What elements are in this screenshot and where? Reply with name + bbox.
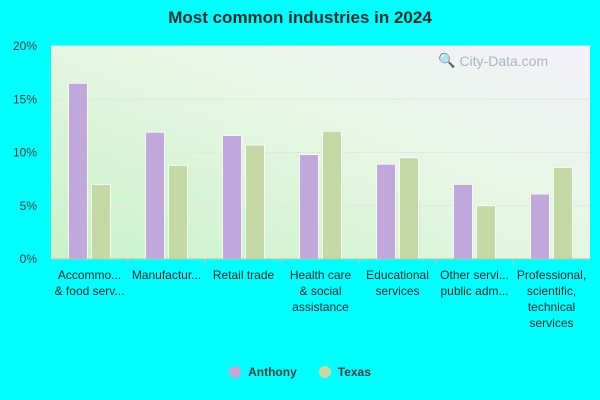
x-tick-label-line: Manufactur...: [132, 268, 201, 282]
x-tick-label: Accommo... & food serv...: [55, 268, 125, 298]
bar-texas: [245, 144, 265, 260]
y-tick-label: 10%: [13, 146, 37, 160]
bar-texas: [91, 184, 111, 260]
x-tick-label-line: Retail trade: [213, 268, 275, 282]
x-tick-label-line: & food serv...: [55, 284, 125, 298]
legend-label-anthony: Anthony: [248, 365, 297, 379]
bar-anthony: [145, 131, 165, 260]
search-icon: 🔍: [438, 52, 456, 68]
x-tick-label-line: services: [529, 316, 573, 330]
x-tick-label: Retail trade: [213, 268, 275, 282]
bar-anthony: [222, 135, 242, 260]
watermark: 🔍 City-Data.com: [438, 52, 548, 69]
x-tick-label: Educational services: [366, 268, 429, 298]
y-tick-label: 15%: [13, 92, 37, 106]
x-tick-label-line: Accommo...: [58, 268, 121, 282]
bar-anthony: [453, 184, 473, 260]
bar-texas: [322, 130, 342, 260]
bar-anthony: [299, 154, 319, 260]
x-tick-label-line: services: [375, 284, 419, 298]
x-tick-label-line: Other servi...: [440, 268, 509, 282]
legend-swatch-anthony: [229, 366, 242, 378]
x-tick-label-line: scientific,: [527, 284, 576, 298]
legend-label-texas: Texas: [337, 365, 371, 379]
x-tick-label-line: Health care: [290, 268, 352, 282]
legend-item-anthony: Anthony: [229, 365, 297, 379]
legend-swatch-texas: [318, 366, 331, 378]
x-tick-label: Other servi... public adm...: [440, 268, 509, 298]
bar-anthony: [376, 163, 396, 260]
x-tick-label-line: public adm...: [440, 284, 508, 298]
y-tick-label: 0%: [20, 252, 38, 266]
legend: Anthony Texas: [0, 365, 600, 379]
bar-texas: [476, 205, 496, 260]
x-tick-label: Professional, scientific, technical service…: [517, 268, 586, 330]
x-tick-label: Manufactur...: [132, 268, 201, 282]
x-tick-label-line: Professional,: [517, 268, 586, 282]
x-tick-label: Health care & social assistance: [290, 268, 352, 314]
x-tick-label-line: technical: [528, 300, 575, 314]
bar-texas: [399, 157, 419, 260]
y-tick-label: 5%: [20, 199, 38, 213]
bar-texas: [553, 167, 573, 260]
legend-item-texas: Texas: [318, 365, 371, 379]
x-tick-label-line: assistance: [292, 300, 349, 314]
bar-anthony: [68, 82, 88, 260]
bar-texas: [168, 164, 188, 260]
y-tick-label: 20%: [13, 39, 37, 53]
bar-anthony: [530, 193, 550, 260]
watermark-text: City-Data.com: [459, 52, 549, 69]
x-tick-label-line: Educational: [366, 268, 429, 282]
chart-title: Most common industries in 2024: [168, 8, 432, 27]
x-tick-label-line: & social: [299, 284, 341, 298]
